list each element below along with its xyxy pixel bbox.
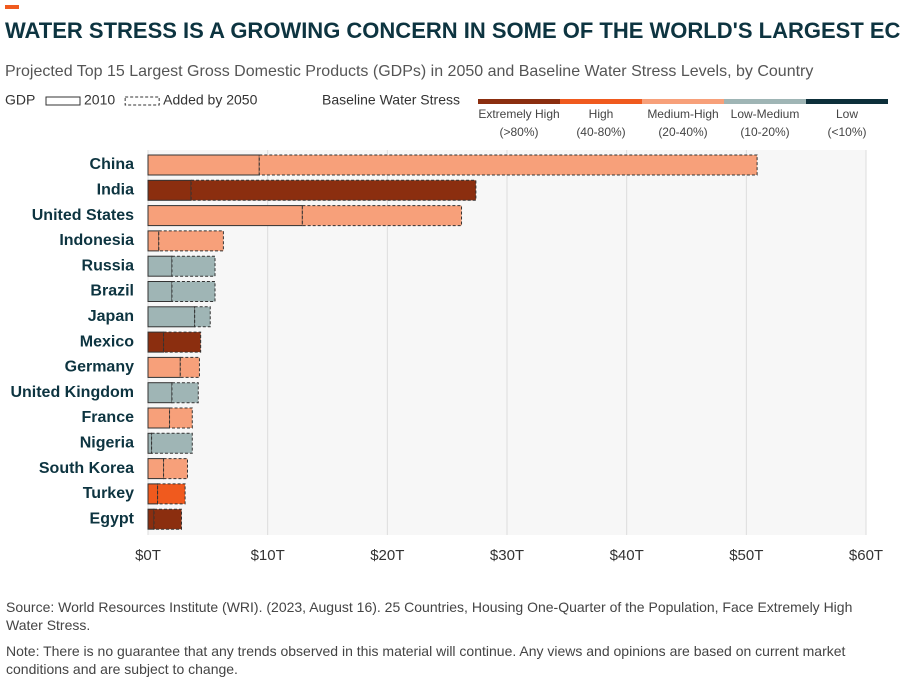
stress-range: (20-40%) (658, 125, 707, 139)
y-tick-label: Indonesia (59, 232, 134, 249)
stress-label: Low (836, 107, 858, 121)
bar-segment (153, 508, 183, 530)
legend-swatch (45, 96, 81, 106)
x-tick-label: $0T (135, 547, 161, 564)
bar-segment (147, 331, 165, 353)
bar-segment (158, 230, 224, 252)
stress-swatch (806, 99, 888, 104)
bar-segment (194, 306, 211, 328)
stress-swatch (642, 99, 724, 104)
stress-range: (<10%) (827, 125, 866, 139)
bar-segment (147, 205, 303, 227)
accent (5, 5, 19, 9)
y-tick-label: Turkey (83, 485, 134, 502)
bar-segment (147, 281, 173, 302)
x-tick-label: $50T (729, 547, 763, 564)
bar-segment (147, 483, 159, 505)
bar-segment (171, 281, 216, 302)
chart: WATER STRESS IS A GROWING CONCERN IN SOM… (5, 5, 900, 564)
y-tick-label: Egypt (90, 510, 135, 527)
bar-segment (151, 432, 193, 454)
stress-label: High (589, 107, 614, 121)
y-tick-label: United Kingdom (10, 384, 134, 401)
legend-swatch (124, 96, 160, 106)
y-tick-label: Germany (65, 359, 134, 376)
legend-label: 2010 (84, 92, 115, 108)
bar-segment (171, 382, 199, 404)
chart-title: WATER STRESS IS A GROWING CONCERN IN SOM… (5, 18, 900, 43)
bar-segment (163, 458, 188, 480)
bar-segment (179, 356, 200, 378)
bar-segment (190, 179, 477, 201)
stress-range: (>80%) (499, 125, 538, 139)
bar-segment (147, 407, 171, 429)
stress-range: (40-80%) (576, 125, 625, 139)
y-tick-label: South Korea (39, 460, 134, 477)
stress-range: (10-20%) (740, 125, 789, 139)
source: Source: World Resources Institute (WRI).… (6, 599, 853, 633)
y-tick-label: India (97, 182, 134, 199)
bar-segment (147, 356, 181, 378)
x-tick-label: $10T (251, 547, 285, 564)
bar-segment (147, 230, 160, 252)
bar-segment (147, 508, 155, 530)
bar-segment (147, 255, 173, 277)
stress-swatch (478, 99, 560, 104)
x-tick-label: $20T (370, 547, 404, 564)
bar-segment (147, 432, 153, 454)
bar-segment (157, 483, 186, 505)
chart-subtitle: Projected Top 15 Largest Gross Domestic … (5, 63, 813, 80)
bar-segment (301, 205, 463, 227)
y-tick-label: Brazil (90, 283, 134, 300)
bar-segment (147, 154, 260, 176)
bar-segment (163, 331, 202, 353)
bar-segment (147, 306, 196, 328)
y-tick-label: Russia (82, 257, 135, 274)
y-tick-label: Nigeria (80, 435, 134, 452)
y-tick-label: Japan (88, 308, 134, 325)
x-tick-label: $60T (849, 547, 883, 564)
bar-segment (169, 407, 193, 429)
bar-segment (147, 382, 173, 404)
stress-label: Extremely High (478, 107, 559, 121)
stress-label: Low-Medium (731, 107, 800, 121)
bar-segment (258, 154, 758, 176)
stress-swatch (724, 99, 806, 104)
stress-label: Medium-High (647, 107, 718, 121)
x-tick-label: $30T (490, 547, 524, 564)
y-tick-label: Mexico (80, 333, 134, 350)
legend-label: Added by 2050 (163, 92, 257, 108)
y-tick-label: China (90, 156, 135, 173)
note: Note: There is no guarantee that any tre… (6, 643, 846, 677)
bar-segment (147, 179, 192, 201)
y-tick-label: France (82, 409, 135, 426)
y-tick-label: United States (32, 207, 134, 224)
x-tick-label: $40T (610, 547, 644, 564)
stress-swatch (560, 99, 642, 104)
bar-segment (147, 458, 165, 480)
legend-title: GDP (5, 92, 35, 108)
stress-legend-title: Baseline Water Stress (322, 92, 460, 108)
bar-segment (171, 255, 216, 277)
